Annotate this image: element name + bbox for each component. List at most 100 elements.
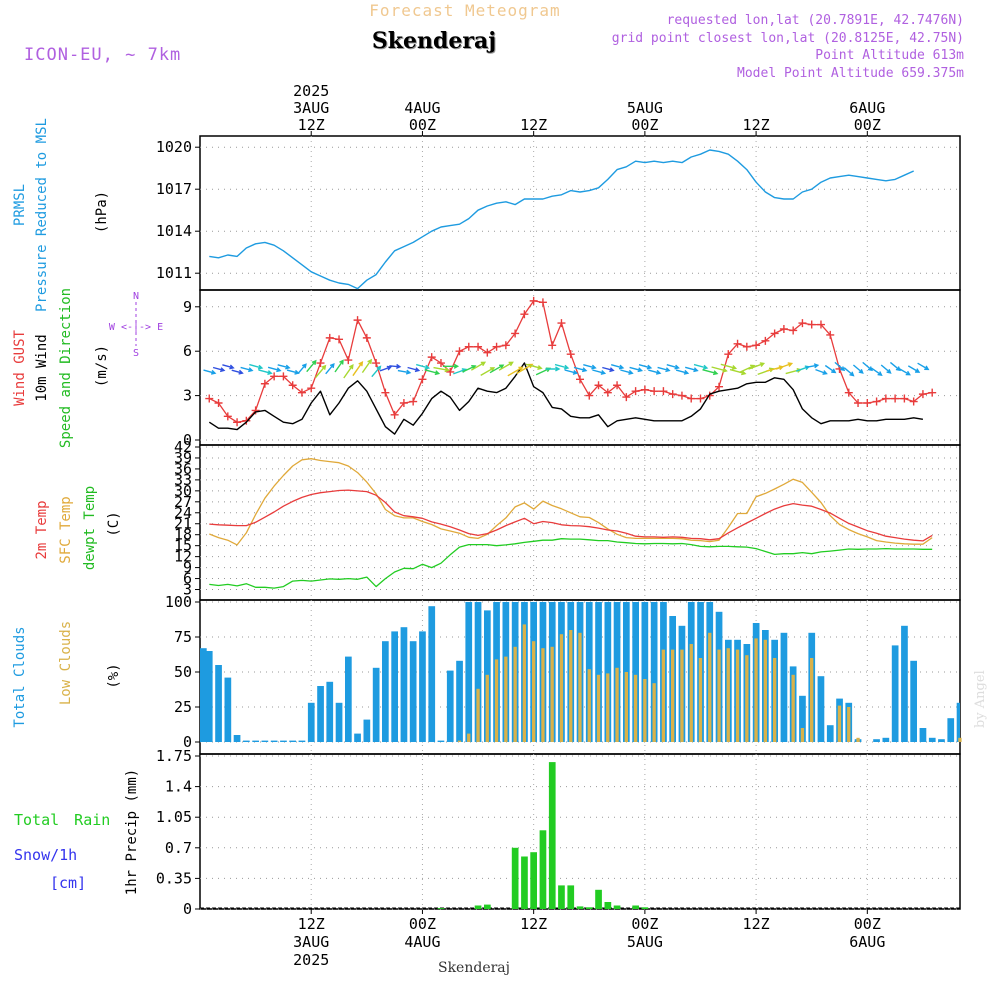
- wind-line: [208, 362, 924, 435]
- gust-point: [353, 316, 362, 325]
- total-cloud-bar: [456, 660, 463, 742]
- low-cloud-bar: [856, 737, 860, 742]
- rain-bar: [576, 906, 584, 909]
- rain-bar: [595, 889, 602, 909]
- low-cloud-bar: [800, 728, 805, 742]
- y-tick-label: 0: [183, 900, 192, 918]
- prmsl-label: PRMSL: [12, 184, 28, 226]
- gust-point: [696, 394, 705, 403]
- total-cloud-bar: [882, 737, 890, 742]
- wind-direction-arrow: [306, 359, 317, 373]
- gust-point: [798, 319, 807, 328]
- footer-location: Skenderaj: [438, 960, 510, 976]
- gust-point: [826, 330, 835, 339]
- gust-point: [928, 388, 937, 397]
- wind-direction-arrow: [315, 364, 327, 378]
- gust-point: [872, 397, 881, 406]
- requested-coords: requested lon,lat (20.7891E, 42.7476N): [667, 13, 964, 28]
- wind-direction-arrow: [685, 366, 699, 373]
- rain-label: Total Rain: [14, 811, 110, 829]
- gust-point: [455, 347, 464, 356]
- gust-point: [854, 399, 863, 407]
- wind-direction-arrow: [231, 369, 244, 375]
- low-cloud-bar: [717, 649, 721, 742]
- gust-point: [279, 372, 288, 381]
- pressure-line: [209, 149, 914, 290]
- total-cloud-bar: [289, 740, 296, 742]
- rain-bar: [632, 905, 639, 909]
- wind-direction-arrow: [834, 361, 846, 372]
- y-tick-label: 1011: [156, 264, 192, 282]
- wind-direction-arrow: [525, 363, 543, 370]
- prmsl-long-label: Pressure Reduced to MSL: [34, 118, 50, 312]
- gust-label: Wind GUST: [12, 330, 28, 406]
- wind-direction-arrow: [433, 366, 450, 373]
- compass-south: S: [133, 348, 139, 359]
- wind-direction-arrow: [592, 369, 607, 375]
- wind-direction-arrow: [416, 363, 431, 370]
- rain-bar: [585, 907, 593, 909]
- total-cloud-bar: [205, 651, 213, 742]
- y-tick-label: 42: [174, 438, 192, 456]
- product-title: Forecast Meteogram: [369, 1, 560, 20]
- total-cloud-bar: [465, 602, 473, 742]
- low-cloud-bar: [726, 648, 730, 742]
- low-cloud-bar: [735, 649, 740, 742]
- bottom-time-label: 12Z: [743, 915, 770, 933]
- total-cloud-bar: [317, 686, 324, 742]
- wind-direction-arrow: [334, 359, 344, 373]
- gust-point: [789, 326, 798, 335]
- dew-label: dewpt Temp: [82, 486, 98, 570]
- y-tick-label: 30: [174, 482, 192, 500]
- gust-point: [307, 384, 316, 393]
- gust-point: [233, 418, 242, 427]
- total-cloud-bar: [826, 725, 834, 742]
- wind-direction-arrow: [249, 363, 264, 370]
- total-cloud-bar: [280, 740, 287, 742]
- y-tick-label: 50: [174, 663, 192, 681]
- low-cloud-bar: [615, 667, 619, 742]
- gust-point: [687, 394, 696, 403]
- gust-point: [344, 356, 353, 365]
- top-time-label: 4AUG: [404, 99, 440, 117]
- wind-direction-arrow: [286, 369, 300, 375]
- y-tick-label: 1.75: [156, 747, 192, 765]
- gust-point: [622, 393, 631, 402]
- gust-point: [390, 410, 399, 419]
- total-cloud-bar: [345, 656, 352, 742]
- total-cloud-bar: [650, 602, 658, 742]
- total-cloud-bar: [604, 602, 612, 742]
- gust-point: [594, 381, 603, 390]
- y-tick-label: 0.7: [165, 839, 192, 857]
- y-tick-label: 9: [183, 559, 192, 577]
- y-tick-label: 1014: [156, 222, 192, 240]
- low-cloud-bar: [661, 649, 665, 742]
- total-cloud-bar: [391, 631, 398, 742]
- total-cloud-bar: [938, 739, 945, 742]
- wind-direction-arrow: [480, 367, 496, 377]
- wind-direction-arrow: [711, 366, 728, 373]
- low-cloud-bar: [587, 669, 591, 742]
- bottom-time-label: 2025: [293, 951, 329, 969]
- gust-point: [705, 391, 714, 400]
- low-cloud-bar: [708, 632, 712, 742]
- top-time-label: 00Z: [631, 116, 658, 134]
- total-cloud-bar: [233, 735, 241, 742]
- bottom-time-label: 00Z: [409, 915, 436, 933]
- low-cloud-bar: [689, 644, 693, 742]
- gust-point: [715, 382, 724, 391]
- wind-direction-arrow: [720, 363, 738, 370]
- gust-point: [427, 353, 436, 362]
- point-altitude: Point Altitude 613m: [815, 48, 964, 63]
- total-cloud-bar: [261, 740, 269, 742]
- gust-point: [446, 367, 455, 376]
- total-cloud-bar: [409, 641, 417, 742]
- y-tick-label: 15: [174, 537, 192, 555]
- gust-point: [659, 387, 668, 396]
- bottom-time-label: 00Z: [854, 915, 881, 933]
- rain-bar: [474, 905, 482, 909]
- gust-point: [640, 385, 649, 394]
- wind-direction-arrow: [573, 366, 588, 373]
- total-cloud-bar: [335, 702, 343, 742]
- wind-direction-arrow: [343, 363, 354, 379]
